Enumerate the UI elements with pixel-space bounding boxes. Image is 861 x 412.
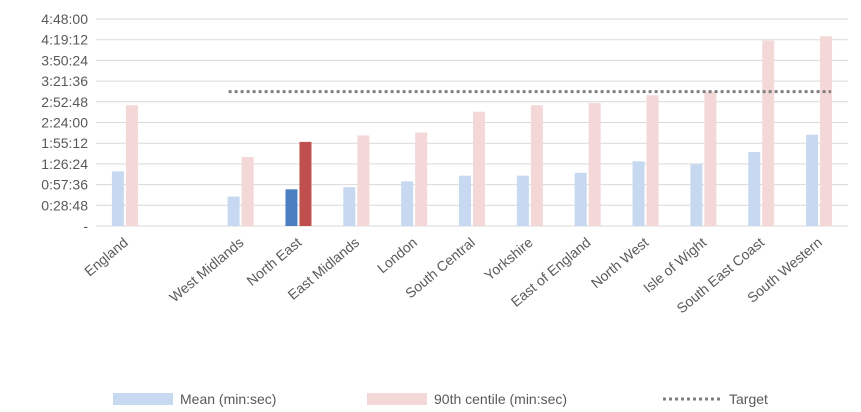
bar-mean — [285, 189, 298, 226]
bar-mean — [806, 134, 819, 226]
legend: Mean (min:sec) 90th centile (min:sec) Ta… — [113, 391, 768, 407]
y-tick-label: 1:55:12 — [41, 135, 88, 151]
bar-90th-centile — [125, 105, 138, 226]
bar-90th-centile — [588, 103, 601, 226]
bar-mean — [748, 151, 761, 226]
bar-mean — [632, 161, 645, 226]
bar-90th-centile — [820, 36, 833, 226]
bar-90th-centile — [357, 135, 370, 226]
bar-90th-centile — [241, 157, 254, 226]
legend-swatch-mean — [113, 393, 173, 405]
gridlines — [96, 18, 848, 227]
legend-swatch-90th — [367, 393, 427, 405]
bar-90th-centile — [415, 132, 428, 226]
y-tick-label: 4:48:00 — [41, 11, 88, 27]
y-tick-label: 3:50:24 — [41, 52, 88, 68]
bar-mean — [111, 171, 124, 226]
bar-mean — [516, 175, 529, 226]
y-tick-label: 4:19:12 — [41, 32, 88, 48]
bar-90th-centile — [299, 141, 312, 226]
bar-90th-centile — [530, 105, 543, 226]
y-tick-label: 2:52:48 — [41, 94, 88, 110]
y-tick-label: 2:24:00 — [41, 115, 88, 131]
legend-label-90th: 90th centile (min:sec) — [434, 391, 567, 407]
bar-90th-centile — [473, 111, 485, 226]
y-tick-label: 3:21:36 — [41, 73, 88, 89]
bar-mean — [401, 181, 414, 226]
y-tick-label: 1:26:24 — [41, 156, 88, 172]
y-tick-label: 0:57:36 — [41, 177, 88, 193]
bar-mean — [574, 172, 587, 226]
bar-mean — [343, 187, 356, 226]
legend-label-mean: Mean (min:sec) — [180, 391, 276, 407]
y-tick-label: - — [83, 218, 88, 234]
legend-label-target: Target — [729, 391, 768, 407]
x-category-label: London — [374, 234, 420, 276]
bar-mean — [227, 196, 240, 226]
x-category-label: Yorkshire — [481, 234, 536, 284]
bar-mean — [690, 164, 703, 226]
y-tick-label: 0:28:48 — [41, 197, 88, 213]
x-category-label: England — [81, 234, 131, 279]
bar-90th-centile — [704, 91, 717, 226]
bar-90th-centile — [646, 95, 659, 226]
bars — [111, 36, 833, 226]
x-category-label: West Midlands — [166, 234, 246, 305]
bar-mean — [459, 175, 471, 226]
bar-90th-centile — [762, 40, 775, 226]
y-axis-tick-labels: - 0:28:48 0:57:36 1:26:24 1:55:12 2:24:00 2:52… — [41, 11, 88, 234]
